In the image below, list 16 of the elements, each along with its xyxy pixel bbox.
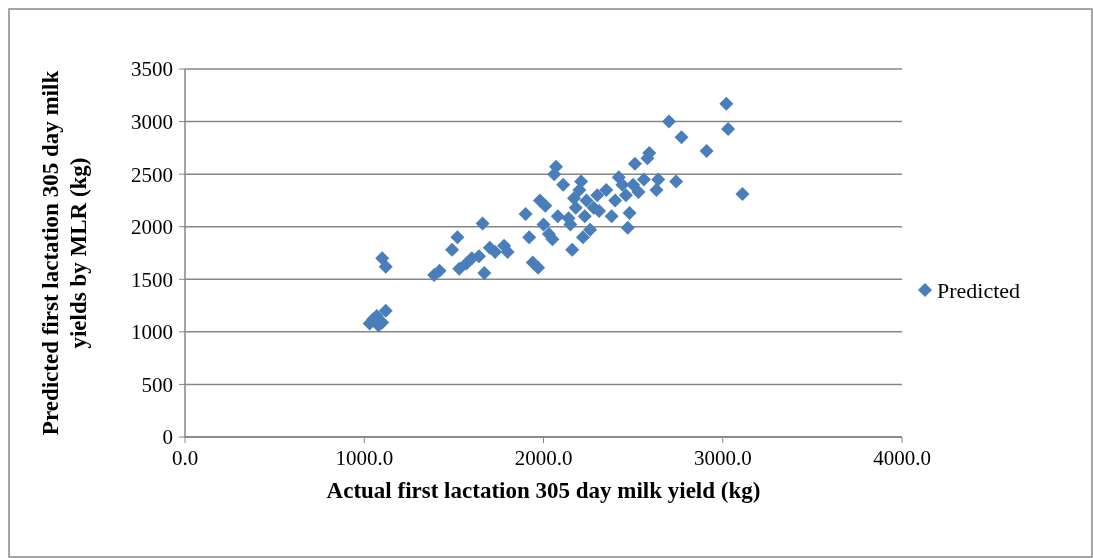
x-tick-label: 1000.0	[335, 446, 394, 470]
x-tick-label: 3000.0	[693, 446, 752, 470]
x-tick-label: 4000.0	[873, 446, 931, 470]
y-tick-label: 3000	[131, 109, 173, 134]
y-tick-label: 2500	[131, 162, 173, 187]
y-tick-label: 3500	[131, 57, 173, 82]
y-axis-title: Predicted first lactation 305 day milk yields by MLR (kg)	[38, 70, 91, 436]
y-tick-label: 2000	[131, 215, 173, 240]
x-tick-label: 2000.0	[514, 446, 573, 470]
x-axis-title: Actual first lactation 305 day milk yield (kg)	[326, 478, 761, 503]
y-tick-label: 1500	[131, 267, 173, 292]
legend-label: Predicted	[937, 277, 1021, 303]
y-tick-label: 500	[141, 372, 173, 397]
y-tick-label: 1000	[131, 320, 173, 345]
x-tick-label: 0.0	[171, 446, 199, 470]
y-tick-label: 0	[162, 425, 173, 450]
